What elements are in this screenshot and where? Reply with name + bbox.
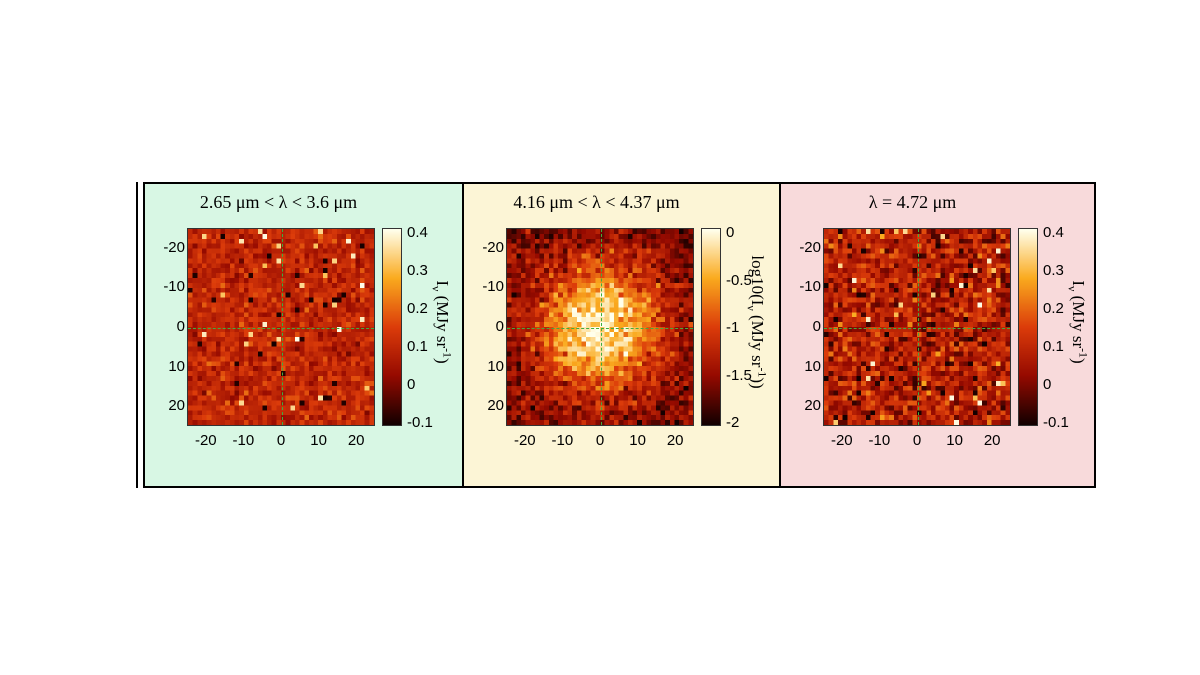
colorbar-gradient [383, 229, 401, 425]
y-tick-label: -20 [482, 238, 504, 256]
colorbar-tick-label: 0.3 [407, 262, 428, 279]
x-tick-label: 10 [310, 432, 327, 449]
x-tick-label: -20 [194, 432, 217, 449]
y-tick-label: 20 [168, 397, 185, 415]
crosshair-vertical [601, 229, 602, 425]
colorbar-tick-label: -0.1 [1043, 414, 1069, 431]
crosshair-vertical [918, 229, 919, 425]
x-tick-label: -10 [232, 432, 255, 449]
x-tick-label: 10 [946, 432, 963, 449]
colorbar-gradient [1019, 229, 1037, 425]
crosshair-horizontal [824, 328, 1010, 329]
colorbar-tick-label: 0 [726, 224, 735, 241]
colorbar-label: log10(Iν (MJy sr-1)) [744, 255, 770, 389]
y-tick-label: 0 [495, 318, 504, 335]
figure-frame: 2.65 μm < λ < 3.6 μm -20 -10 0 10 20 -20 -10 0 10… [143, 182, 1096, 488]
heatmap-canvas [507, 229, 693, 425]
colorbar-tick-label: 0 [1043, 376, 1052, 393]
colorbar [701, 228, 721, 426]
crosshair-horizontal [188, 328, 374, 329]
crosshair-vertical [282, 229, 283, 425]
colorbar-tick-label: 0.1 [407, 338, 428, 355]
x-tick-label: 20 [666, 432, 684, 449]
x-tick-label: 20 [983, 432, 1001, 449]
heatmap-panel-2: 4.16 μm < λ < 4.37 μm -20 -10 0 10 20 -20 -10 0 1… [462, 184, 779, 486]
x-tick-label: 10 [629, 432, 646, 449]
panel-title: λ = 4.72 μm [868, 192, 957, 212]
colorbar-tick-label: -1 [726, 319, 740, 336]
y-tick-label: 0 [812, 318, 821, 335]
colorbar-tick-label: 0.4 [407, 224, 428, 241]
y-tick-label: 20 [487, 397, 504, 415]
colorbar-label: Iν (MJy sr-1) [1065, 280, 1091, 364]
figure-left-edge [136, 182, 138, 488]
y-tick-label: 10 [804, 357, 821, 375]
y-tick-label: -20 [799, 238, 821, 256]
x-tick-label: -20 [830, 432, 853, 449]
y-tick-label: 10 [168, 357, 185, 375]
colorbar-tick-label: 0.3 [1043, 262, 1064, 279]
y-tick-label: -10 [482, 278, 504, 296]
x-tick-label: -20 [513, 432, 536, 449]
heatmap-image [506, 228, 694, 426]
heatmap-canvas [188, 229, 374, 425]
panel-title: 4.16 μm < λ < 4.37 μm [513, 192, 680, 212]
heatmap-panel-1: 2.65 μm < λ < 3.6 μm -20 -10 0 10 20 -20 -10 0 10… [145, 184, 462, 486]
y-tick-label: 20 [804, 397, 821, 415]
x-tick-label: 0 [276, 432, 286, 449]
colorbar-label: Iν (MJy sr-1) [429, 280, 455, 364]
x-tick-label: 20 [347, 432, 365, 449]
colorbar-tick-label: 0.2 [1043, 300, 1064, 317]
colorbar-tick-label: 0 [407, 376, 416, 393]
heatmap-panel-3: λ = 4.72 μm -20 -10 0 10 20 -20 -10 0 10 20 0.4 0.3 0… [779, 184, 1094, 486]
colorbar-tick-label: 0.1 [1043, 338, 1064, 355]
y-tick-label: 10 [487, 357, 504, 375]
colorbar-tick-label: -2 [726, 414, 740, 431]
heatmap-image [823, 228, 1011, 426]
y-tick-label: -20 [163, 238, 185, 256]
y-tick-label: 0 [176, 318, 185, 335]
x-tick-label: -10 [551, 432, 574, 449]
y-tick-label: -10 [163, 278, 185, 296]
panel-title: 2.65 μm < λ < 3.6 μm [199, 192, 358, 212]
crosshair-horizontal [507, 328, 693, 329]
y-tick-label: -10 [799, 278, 821, 296]
heatmap-canvas [824, 229, 1010, 425]
colorbar-tick-label: 0.4 [1043, 224, 1064, 241]
colorbar-tick-label: -1.5 [726, 366, 752, 384]
colorbar-tick-label: -0.1 [407, 414, 433, 431]
x-tick-label: -10 [868, 432, 891, 449]
heatmap-image [187, 228, 375, 426]
colorbar [382, 228, 402, 426]
x-tick-label: 0 [595, 432, 605, 449]
colorbar-tick-label: -0.5 [726, 271, 752, 289]
x-tick-label: 0 [912, 432, 922, 449]
colorbar [1018, 228, 1038, 426]
colorbar-tick-label: 0.2 [407, 300, 428, 317]
colorbar-gradient [702, 229, 720, 425]
